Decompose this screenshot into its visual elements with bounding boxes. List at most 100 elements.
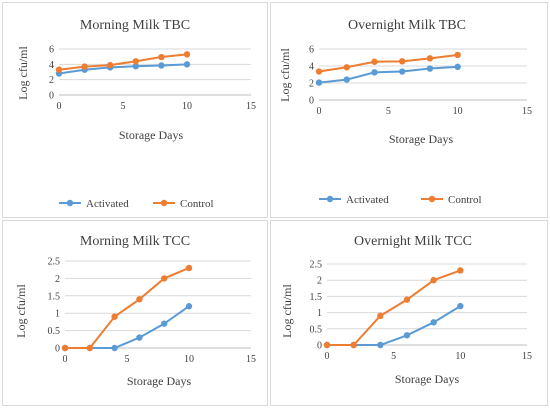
y-tick-label: 0 [317, 341, 322, 352]
legend-marker [428, 195, 436, 203]
y-tick-label: 2 [309, 79, 314, 90]
series-line-activated [327, 305, 461, 346]
data-point-activated [136, 334, 143, 341]
x-tick-label: 10 [184, 354, 194, 365]
y-tick-label: 4 [49, 60, 54, 71]
data-point-control [343, 64, 350, 71]
chart-panel-morning-tbc: Morning Milk TBC 0 2 4 6 0 5 10 15 Storage Days Lo… [2, 2, 268, 218]
y-tick-label: 2 [55, 274, 60, 285]
y-tick-label: 0 [309, 96, 314, 107]
data-point-activated [161, 320, 168, 327]
data-point-activated [377, 341, 384, 349]
chart-title: Overnight Milk TBC [348, 18, 466, 33]
chart-title: Morning Milk TBC [80, 18, 190, 33]
chart-panel-overnight-tcc: Overnight Milk TCC 0 0.5 1 1.5 2 2.5 0 5 10 15 Stor… [270, 220, 548, 406]
data-point-control [399, 58, 406, 65]
data-point-control [323, 341, 331, 349]
data-point-activated [183, 61, 191, 68]
y-tick-label: 1 [55, 309, 60, 320]
y-tick-label: 6 [49, 45, 54, 56]
x-axis-label: Storage Days [119, 128, 184, 142]
data-point-activated [399, 68, 406, 75]
legend-label: Control [448, 194, 482, 206]
chart-panel-morning-tcc: Morning Milk TCC 0 0.5 1 1.5 2 2.5 0 5 10 15 Storag… [2, 220, 268, 406]
data-point-control [315, 68, 323, 75]
x-tick-label: 10 [453, 106, 463, 117]
data-point-control [86, 344, 94, 352]
data-point-control [136, 296, 143, 303]
x-tick-label: 10 [182, 101, 192, 112]
data-point-control [371, 58, 378, 65]
x-axis-label: Storage Days [127, 374, 192, 388]
data-point-control [426, 55, 434, 62]
chart-title: Morning Milk TCC [80, 234, 190, 249]
y-tick-label: 0.5 [310, 324, 323, 335]
x-tick-label: 15 [522, 351, 532, 362]
data-point-activated [457, 302, 464, 310]
y-axis-label: Log cfu/ml [278, 48, 292, 102]
legend-marker [326, 195, 334, 203]
data-point-control [454, 51, 461, 59]
data-point-control [430, 277, 437, 284]
series-line-activated [58, 63, 188, 75]
data-point-activated [111, 344, 118, 352]
x-tick-label: 15 [246, 354, 256, 365]
data-point-activated [343, 76, 350, 83]
series-line-control [327, 269, 461, 346]
data-point-control [185, 264, 193, 272]
data-point-control [183, 51, 191, 58]
series-line-activated [65, 305, 190, 349]
legend-marker [66, 199, 74, 207]
chart-title: Overnight Milk TCC [354, 234, 472, 249]
x-tick-label: 5 [125, 354, 130, 365]
y-axis-label: Log cfu/ml [14, 284, 28, 338]
series-line-control [318, 53, 458, 73]
chart-panel-overnight-tbc: Overnight Milk TBC 0 2 4 6 0 5 10 15 Storage Days… [270, 2, 548, 218]
y-tick-label: 2.5 [310, 260, 323, 271]
y-tick-label: 1.5 [310, 292, 323, 303]
x-tick-label: 15 [522, 106, 532, 117]
data-point-activated [426, 65, 434, 72]
legend-label: Activated [86, 198, 129, 210]
chart-morning-tcc: Morning Milk TCC 0 0.5 1 1.5 2 2.5 0 5 10 15 Storag… [14, 234, 256, 388]
series-line-control [58, 53, 188, 71]
chart-morning-tbc: Morning Milk TBC 0 2 4 6 0 5 10 15 Storage Days Lo… [16, 18, 256, 210]
data-point-control [350, 341, 357, 349]
data-point-activated [315, 79, 323, 86]
data-point-control [111, 313, 118, 320]
data-point-activated [185, 303, 193, 310]
data-point-control [403, 296, 411, 303]
chart-overnight-tbc: Overnight Milk TBC 0 2 4 6 0 5 10 15 Storage Days… [278, 18, 532, 206]
x-tick-label: 0 [317, 106, 322, 117]
data-point-control [161, 275, 168, 282]
data-point-activated [403, 332, 411, 339]
y-tick-label: 4 [309, 62, 314, 73]
x-tick-label: 5 [121, 101, 126, 112]
y-tick-label: 2 [317, 276, 322, 287]
data-point-activated [158, 62, 165, 69]
x-tick-label: 15 [246, 101, 256, 112]
series-line-activated [318, 65, 458, 84]
data-point-control [132, 58, 139, 65]
data-point-control [61, 344, 69, 352]
y-tick-label: 1 [317, 308, 322, 319]
chart-overnight-tcc: Overnight Milk TCC 0 0.5 1 1.5 2 2.5 0 5 10 15 Stor… [280, 234, 532, 386]
y-tick-label: 1.5 [48, 291, 61, 302]
x-tick-label: 0 [57, 101, 62, 112]
y-tick-label: 0.5 [48, 326, 61, 337]
data-point-control [158, 53, 165, 61]
x-tick-label: 0 [325, 351, 330, 362]
legend-label: Control [180, 198, 214, 210]
x-tick-label: 5 [386, 106, 391, 117]
x-axis-label: Storage Days [395, 372, 460, 386]
y-tick-label: 2 [49, 75, 54, 86]
data-point-control [55, 66, 63, 73]
series-line-control [65, 267, 190, 349]
data-point-control [107, 61, 114, 69]
x-axis-label: Storage Days [389, 132, 454, 146]
x-tick-label: 10 [455, 351, 465, 362]
legend-marker [160, 199, 168, 207]
y-axis-label: Log cfu/ml [280, 284, 294, 338]
legend-label: Activated [346, 194, 389, 206]
x-tick-label: 5 [391, 351, 396, 362]
